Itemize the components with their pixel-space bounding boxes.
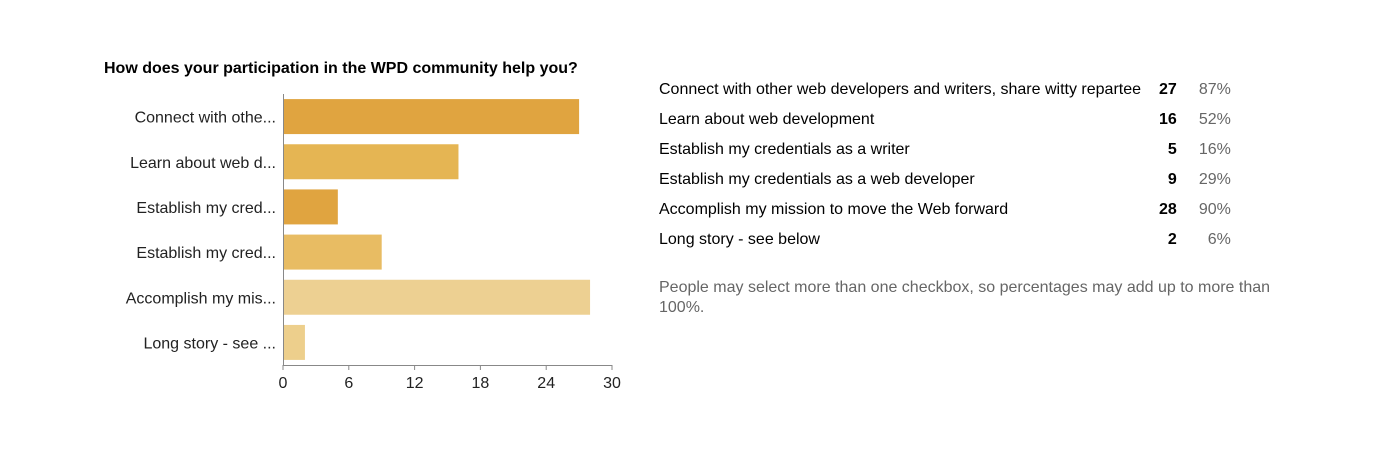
result-count: 9 — [1167, 171, 1177, 188]
results-row: Connect with other web developers and wr… — [652, 75, 1231, 105]
results-row: Learn about web development 16 52% — [652, 105, 1231, 135]
x-tick-label: 24 — [537, 375, 555, 392]
x-tick-label: 6 — [344, 375, 353, 392]
category-label: Learn about web d... — [130, 155, 276, 172]
category-label: Establish my cred... — [136, 245, 276, 262]
result-label: Establish my credentials as a writer — [659, 141, 910, 158]
category-label: Connect with othe... — [135, 110, 276, 127]
result-percent: 6% — [1207, 231, 1231, 248]
x-tick-label: 18 — [472, 375, 490, 392]
category-label: Long story - see ... — [143, 335, 276, 352]
result-label: Long story - see below — [659, 231, 820, 248]
result-percent: 87% — [1198, 81, 1231, 98]
chart-title: How does your participation in the WPD c… — [104, 60, 578, 77]
bar[interactable] — [283, 279, 591, 315]
results-table: Connect with other web developers and wr… — [652, 75, 1231, 255]
result-count: 16 — [1159, 111, 1177, 128]
category-label: Establish my cred... — [136, 200, 276, 217]
result-label: Learn about web development — [659, 111, 875, 128]
results-row: Establish my credentials as a web develo… — [652, 165, 1231, 195]
bar[interactable] — [283, 99, 580, 135]
footnote: People may select more than one checkbox… — [659, 279, 1271, 316]
results-row: Long story - see below 2 6% — [652, 225, 1231, 255]
bar[interactable] — [283, 324, 305, 360]
result-count: 2 — [1167, 231, 1177, 248]
bar-chart: Connect with othe... Learn about web d...… — [126, 94, 621, 392]
bar[interactable] — [283, 144, 459, 180]
result-percent: 90% — [1198, 201, 1231, 218]
result-count: 28 — [1159, 201, 1177, 218]
x-tick-label: 12 — [406, 375, 424, 392]
result-label: Establish my credentials as a web develo… — [659, 171, 975, 188]
result-percent: 52% — [1198, 111, 1231, 128]
x-tick-label: 0 — [279, 375, 288, 392]
result-count: 5 — [1167, 141, 1177, 158]
result-percent: 16% — [1198, 141, 1231, 158]
x-tick-label: 30 — [603, 375, 621, 392]
bar[interactable] — [283, 189, 338, 225]
result-label: Connect with other web developers and wr… — [659, 81, 1142, 98]
result-percent: 29% — [1198, 171, 1231, 188]
category-label: Accomplish my mis... — [126, 290, 276, 307]
bar[interactable] — [283, 234, 382, 270]
results-row: Accomplish my mission to move the Web fo… — [652, 195, 1231, 225]
result-label: Accomplish my mission to move the Web fo… — [659, 201, 1009, 218]
results-row: Establish my credentials as a writer 5 16% — [652, 135, 1231, 165]
result-count: 27 — [1159, 81, 1177, 98]
